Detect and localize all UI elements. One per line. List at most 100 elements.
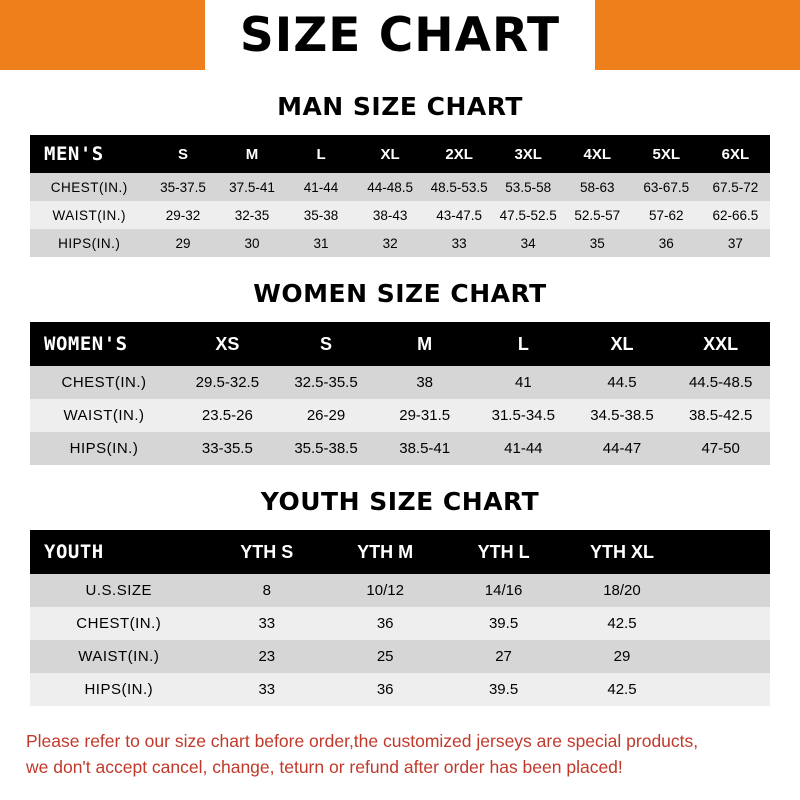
header-cell: XS <box>215 333 240 354</box>
cell-spacer <box>681 673 770 706</box>
table-row: U.S.SIZE 8 10/12 14/16 18/20 <box>30 574 770 607</box>
cell: 42.5 <box>607 615 637 632</box>
cell: 57-62 <box>649 207 684 223</box>
cell: 29-32 <box>165 207 201 223</box>
cell: 41 <box>514 374 532 391</box>
header-cell: L <box>517 333 529 354</box>
row-label: WAIST(IN.) <box>63 407 145 424</box>
table-row: CHEST(IN.) 33 36 39.5 42.5 <box>30 607 770 640</box>
cell: 47-50 <box>701 440 740 457</box>
header-cell: M <box>245 145 259 163</box>
header-cell: XXL <box>703 333 739 354</box>
table-header-row: WOMEN'S XS S M L XL XXL <box>30 322 770 366</box>
cell: 44-48.5 <box>367 179 413 195</box>
page-title: SIZE CHART <box>225 11 575 59</box>
row-label: WAIST(IN.) <box>78 648 160 665</box>
cell: 53.5-58 <box>505 179 552 195</box>
header-cell: XL <box>380 145 400 163</box>
cell: 25 <box>376 648 394 665</box>
header-cell: L <box>316 145 326 163</box>
header-banner: SIZE CHART <box>0 0 800 70</box>
header-cell: M <box>417 333 433 354</box>
table-row: HIPS(IN.) 33-35.5 35.5-38.5 38.5-41 41-4… <box>30 432 770 465</box>
cell: 33-35.5 <box>201 440 253 457</box>
table-row: CHEST(IN.) 35-37.5 37.5-41 41-44 44-48.5… <box>30 173 770 201</box>
cell: 32.5-35.5 <box>294 374 358 391</box>
men-size-table: MEN'S S M L XL 2XL 3XL 4XL 5XL 6XL CHEST… <box>30 135 770 257</box>
footer-note-line-1: Please refer to our size chart before or… <box>26 731 699 751</box>
table-header-row: YOUTH YTH S YTH M YTH L YTH XL <box>30 530 770 574</box>
cell: 34 <box>520 235 536 251</box>
header-cell: S <box>320 333 333 354</box>
cell: 44.5-48.5 <box>688 374 753 391</box>
cell: 42.5 <box>607 681 637 698</box>
cell: 29 <box>175 235 191 251</box>
cell: 37.5-41 <box>229 179 275 195</box>
table-row: CHEST(IN.) 29.5-32.5 32.5-35.5 38 41 44.… <box>30 366 770 399</box>
row-label: CHEST(IN.) <box>50 179 128 195</box>
cell: 48.5-53.5 <box>430 179 488 195</box>
cell: 35-37.5 <box>160 179 206 195</box>
cell: 34.5-38.5 <box>590 407 654 424</box>
cell: 39.5 <box>488 681 519 698</box>
table-row: HIPS(IN.) 33 36 39.5 42.5 <box>30 673 770 706</box>
cell: 23.5-26 <box>201 407 253 424</box>
row-label: U.S.SIZE <box>85 582 153 599</box>
cell: 39.5 <box>488 615 519 632</box>
footer-note-line-2: we don't accept cancel, change, teturn o… <box>26 757 623 778</box>
cell: 10/12 <box>366 582 404 599</box>
table-row: WAIST(IN.) 23.5-26 26-29 29-31.5 31.5-34… <box>30 399 770 432</box>
footer-note: Please refer to our size chart before or… <box>0 728 800 781</box>
cell: 41-44 <box>504 440 543 457</box>
cell: 67.5-72 <box>712 179 759 195</box>
cell: 8 <box>262 582 271 599</box>
cell: 38.5-42.5 <box>688 407 753 424</box>
cell: 31.5-34.5 <box>491 407 556 424</box>
cell: 30 <box>244 235 260 251</box>
row-label: WAIST(IN.) <box>52 207 126 223</box>
cell: 35.5-38.5 <box>294 440 358 457</box>
row-label: CHEST(IN.) <box>61 374 147 391</box>
header-cell: 5XL <box>652 145 681 163</box>
table-row: WAIST(IN.) 23 25 27 29 <box>30 640 770 673</box>
cell: 43-47.5 <box>436 207 483 223</box>
header-cell: 4XL <box>583 145 611 163</box>
cell: 38 <box>416 374 434 391</box>
women-section: WOMEN SIZE CHART WOMEN'S XS S M L XL XXL… <box>0 279 800 465</box>
cell: 37 <box>727 235 743 251</box>
cell: 31 <box>313 235 329 251</box>
cell: 63-67.5 <box>643 179 690 195</box>
cell: 38.5-41 <box>399 440 451 457</box>
table-row: HIPS(IN.) 29 30 31 32 33 34 35 36 37 <box>30 229 770 257</box>
row-label: CHEST(IN.) <box>76 615 162 632</box>
cell: 41-44 <box>303 179 339 195</box>
cell: 33 <box>451 235 467 251</box>
women-size-table: WOMEN'S XS S M L XL XXL CHEST(IN.) 29.5-… <box>30 322 770 465</box>
cell: 29.5-32.5 <box>195 374 260 391</box>
cell-spacer <box>681 574 770 607</box>
cell: 29 <box>613 648 631 665</box>
cell: 27 <box>495 648 512 665</box>
header-cell: 2XL <box>445 145 473 163</box>
cell: 58-63 <box>579 179 615 195</box>
cell: 36 <box>376 681 394 698</box>
men-section: MAN SIZE CHART MEN'S S M L XL 2XL 3XL 4X… <box>0 92 800 257</box>
cell: 23 <box>258 648 276 665</box>
cell: 47.5-52.5 <box>499 207 557 223</box>
cell: 35-38 <box>303 207 339 223</box>
header-cell: 6XL <box>721 145 750 163</box>
header-cell: WOMEN'S <box>44 333 128 355</box>
cell: 29-31.5 <box>399 407 451 424</box>
row-label: HIPS(IN.) <box>58 235 121 251</box>
youth-size-table: YOUTH YTH S YTH M YTH L YTH XL U.S.SIZE … <box>30 530 770 706</box>
table-header-row: MEN'S S M L XL 2XL 3XL 4XL 5XL 6XL <box>30 135 770 173</box>
cell: 33 <box>258 615 276 632</box>
row-label: HIPS(IN.) <box>84 681 154 698</box>
cell: 18/20 <box>603 582 641 599</box>
banner-accent-left <box>0 0 205 70</box>
header-cell: XL <box>610 333 634 354</box>
cell: 35 <box>589 235 605 251</box>
header-cell: S <box>177 145 188 163</box>
table-row: WAIST(IN.) 29-32 32-35 35-38 38-43 43-47… <box>30 201 770 229</box>
